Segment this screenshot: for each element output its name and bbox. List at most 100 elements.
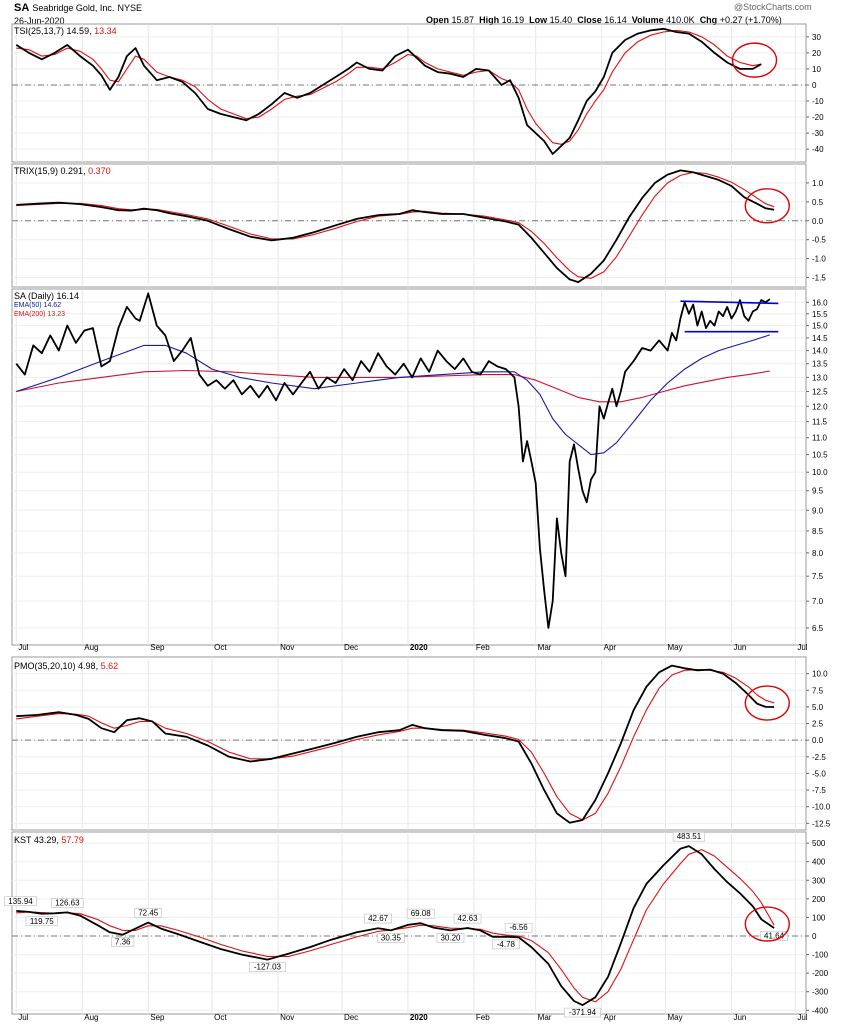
pmo-y-tick-label: 5.0	[812, 703, 824, 712]
kst-annotation-box	[111, 937, 135, 947]
pmo-legend-value: 4.98	[78, 661, 96, 671]
pmo-highlight-circle	[744, 685, 790, 721]
ema200-legend-value: 13.23	[47, 311, 65, 318]
x-axis-month-label: Jul	[797, 1013, 807, 1022]
kst-annotation-box	[564, 1007, 601, 1018]
ohlc-bar: Open 15.87 High 16.19 Low 15.40 Close 16…	[426, 15, 782, 25]
price-legend-name: SA (Daily)	[14, 291, 55, 301]
kst-annotation-box	[672, 831, 706, 842]
kst-legend-value: 43.29	[33, 835, 57, 845]
close-label: Close	[577, 15, 602, 25]
kst-annotation-label: 126.63	[55, 898, 80, 907]
kst-annotation-box	[51, 898, 84, 908]
trix-series-signal	[16, 171, 775, 279]
kst-annotation-box	[25, 916, 58, 927]
tsi-legend-value: 14.59	[66, 26, 90, 36]
kst-y-tick-label: -200	[812, 969, 829, 978]
price-y-tick-label: 10.5	[812, 451, 828, 460]
tsi-y-tick-label: -40	[812, 145, 824, 154]
price-legend-value: 16.14	[56, 291, 80, 301]
kst-series-signal	[16, 849, 775, 1003]
kst-y-tick-label: -400	[812, 1006, 829, 1015]
kst-annotation-label: 42.67	[368, 914, 389, 923]
kst-annotation-box	[406, 908, 435, 919]
trix-legend: TRIX(15,9) 0.291, 0.370	[14, 166, 111, 176]
tsi-y-tick-label: -20	[812, 113, 824, 122]
pmo-legend-name: PMO(35,20,10)	[14, 661, 76, 671]
kst-y-tick-label: 200	[812, 895, 826, 904]
kst-annotation-label: -127.03	[254, 963, 282, 972]
kst-annotation-box	[436, 933, 465, 943]
trix-frame	[11, 163, 807, 288]
price-series-sa-daily-	[15, 292, 771, 629]
pmo-panel: 10.0 7.5 5.0 2.5 0.0 -2.5 -5.0 -7.5 -10.0 -12.5	[11, 656, 831, 831]
x-axis-month-label: Mar	[538, 643, 552, 652]
tsi-legend-name: TSI(25,13,7)	[14, 26, 65, 36]
kst-annotation-label: 72.45	[138, 909, 159, 918]
kst-annotation-label: 30.20	[440, 933, 461, 942]
x-axis-month-label: May	[668, 643, 683, 652]
x-axis-month-label: Sep	[150, 643, 165, 652]
pmo-y-tick-label: 0.0	[812, 736, 824, 745]
price-series-ema-200-	[16, 369, 770, 403]
pmo-legend: PMO(35,20,10) 4.98, 5.62	[14, 661, 119, 671]
kst-annotation-label: -4.78	[497, 940, 516, 949]
tsi-legend-signal: 13.34	[94, 26, 117, 36]
pmo-y-tick-label: -7.5	[812, 786, 826, 795]
price-y-tick-label: 10.0	[812, 468, 828, 477]
pmo-y-tick-label: 7.5	[812, 686, 824, 695]
price-series-ema-50-	[16, 334, 770, 456]
pmo-y-tick-label: 2.5	[812, 720, 824, 729]
kst-legend-signal: 57.79	[61, 835, 84, 845]
kst-annotation-box	[364, 913, 392, 924]
price-y-tick-label: 14.5	[812, 334, 828, 343]
x-axis-month-label: Jul	[18, 1013, 28, 1022]
x-axis-month-label: Jun	[733, 643, 746, 652]
price-y-tick-label: 14.0	[812, 347, 828, 356]
kst-annotation-box	[453, 913, 482, 924]
open-value: 15.87	[451, 15, 475, 25]
price-frame	[11, 288, 807, 646]
trix-series-trix	[16, 169, 775, 284]
exchange: NYSE	[117, 3, 142, 13]
company-name: Seabridge Gold, Inc.	[32, 3, 115, 13]
kst-annotation-label: 483.51	[677, 832, 702, 841]
pmo-y-tick-label: -2.5	[812, 753, 826, 762]
price-y-tick-label: 15.0	[812, 322, 828, 331]
tsi-series-signal	[16, 29, 762, 145]
price-y-tick-label: 9.5	[812, 487, 824, 496]
price-y-tick-label: 6.5	[812, 624, 824, 633]
x-axis-month-label: Oct	[214, 643, 227, 652]
x-axis-month-label: Jul	[797, 643, 807, 652]
low-label: Low	[529, 15, 548, 25]
tsi-y-tick-label: 30	[812, 33, 821, 42]
symbol: SA	[14, 2, 30, 14]
chart-header: SA Seabridge Gold, Inc. NYSE	[14, 2, 142, 14]
high-value: 16.19	[501, 15, 525, 25]
kst-annotation-box	[134, 908, 163, 918]
close-value: 16.14	[604, 15, 627, 25]
price-y-tick-label: 12.0	[812, 402, 828, 411]
chg-label: Chg	[699, 15, 718, 25]
trix-y-tick-label: 1.0	[812, 179, 824, 188]
open-label: Open	[426, 15, 450, 25]
price-y-tick-label: 11.0	[812, 434, 828, 443]
trix-y-tick-label: 0.0	[812, 217, 824, 226]
kst-legend: KST 43.29, 57.79	[14, 835, 84, 845]
tsi-legend: TSI(25,13,7) 14.59, 13.34	[14, 26, 117, 36]
pmo-legend-signal: 5.62	[100, 661, 119, 671]
price-y-tick-label: 13.5	[812, 360, 828, 369]
ema50-legend-value: 14.62	[43, 302, 62, 309]
kst-annotation-box	[377, 933, 405, 943]
trix-highlight-circle	[744, 188, 790, 224]
kst-y-tick-label: 400	[812, 858, 826, 867]
x-axis-month-label: Sep	[150, 1013, 165, 1022]
price-y-tick-label: 7.0	[812, 597, 824, 606]
x-axis-month-label: Aug	[84, 643, 98, 652]
kst-frame	[11, 831, 807, 1015]
kst-y-tick-label: 100	[812, 913, 826, 922]
x-axis-month-label: Jul	[18, 643, 28, 652]
price-legend: SA (Daily) 16.14 EMA(50) 14.62 EMA(200) …	[14, 292, 79, 319]
x-axis-month-label: Jun	[733, 1013, 746, 1022]
